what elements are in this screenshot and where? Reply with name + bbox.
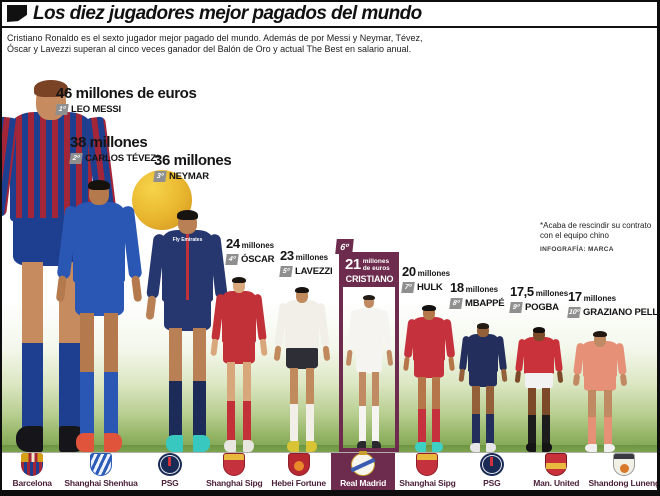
- barcelona-logo: [21, 453, 44, 476]
- team-cell-shandong-luneng: Shandong Luneng: [588, 453, 660, 490]
- frame-edge: [0, 490, 660, 496]
- salary-label-carlos-tevez: 38 millones 2º CARLOS TÉVEZ*: [69, 134, 160, 164]
- rank-badge: 4º: [225, 254, 239, 265]
- cristiano-salary-header: 21 millones de euros CRISTIANO: [342, 255, 396, 288]
- player-figure-carlos-tevez: [50, 179, 148, 452]
- salary-label-lavezzi: 23 millones 5º LAVEZZI: [279, 248, 333, 277]
- section-flag-icon: [7, 5, 27, 22]
- player-figure-oscar: [207, 276, 271, 452]
- salary-label-mbappe: 18 millones 8º MBAPPÉ: [449, 280, 505, 309]
- salary-label-pogba: 17,5 millones 9º POGBA: [509, 284, 569, 313]
- rank-badge: 10º: [567, 307, 581, 318]
- team-cell-psg: PSG: [138, 453, 202, 490]
- shanghai-shenhua-logo: [90, 453, 113, 476]
- rank-badge: 8º: [449, 298, 463, 309]
- hebei-fortune-logo: [287, 453, 310, 476]
- salary-label-neymar: 36 millones 3º NEYMAR: [153, 152, 232, 182]
- salary-label-hulk: 20 millones 7º HULK: [401, 264, 451, 293]
- rank-badge-cristiano: 6º: [335, 239, 354, 254]
- player-figure-neymar: Fly Emirates: [140, 209, 235, 452]
- team-cell-shanghai-sipg-2: Shanghai Sipg: [395, 453, 459, 490]
- rank-badge: 5º: [279, 266, 293, 277]
- page-title: Los diez jugadores mejor pagados del mun…: [33, 3, 422, 24]
- rank-badge: 9º: [509, 302, 523, 313]
- team-cell-shanghai-sipg: Shanghai Sipg: [202, 453, 266, 490]
- real-madrid-logo: [351, 451, 376, 476]
- infographic-credit: INFOGRAFÍA: MARCA: [540, 246, 614, 253]
- frame-edge: [0, 0, 660, 2]
- player-figure-cristiano: [343, 294, 395, 452]
- shandong-luneng-logo: [613, 453, 636, 476]
- title-divider: [0, 26, 660, 28]
- neymar-shirt-sponsor: Fly Emirates: [172, 237, 203, 244]
- rank-badge: 1º: [55, 104, 69, 115]
- frame-edge: [657, 0, 660, 496]
- team-cell-psg-2: PSG: [460, 453, 524, 490]
- frame-edge: [0, 0, 2, 496]
- player-figure-lavezzi: [270, 286, 334, 452]
- footnote: *Acaba de rescindir su contrato con el e…: [540, 221, 658, 253]
- rank-badge: 7º: [401, 282, 415, 293]
- rank-badge: 3º: [153, 171, 167, 182]
- shanghai-sipg-logo: [223, 453, 246, 476]
- team-cell-real-madrid: Real Madrid: [330, 451, 396, 490]
- rank-badge: 2º: [69, 153, 83, 164]
- team-cell-hebei-fortune: Hebei Fortune: [266, 453, 330, 490]
- salary-label-graziano-pelle: 17 millones 10º GRAZIANO PELLÉ: [567, 289, 660, 318]
- footnote-text: *Acaba de rescindir su contrato con el e…: [540, 221, 652, 240]
- psg-logo: [479, 453, 504, 476]
- team-logo-strip: Barcelona Shanghai Shenhua PSG Shanghai …: [0, 451, 660, 490]
- team-cell-shanghai-shenhua: Shanghai Shenhua: [64, 453, 138, 490]
- intro-text: Cristiano Ronaldo es el sexto jugador me…: [7, 33, 423, 54]
- player-figure-pogba: [511, 326, 567, 452]
- salary-label-leo-messi: 46 millones de euros 1º LEO MESSI: [55, 85, 197, 115]
- team-cell-barcelona: Barcelona: [0, 453, 64, 490]
- salary-label-oscar: 24 millones 4º ÓSCAR: [225, 236, 275, 265]
- shanghai-sipg-logo: [416, 453, 439, 476]
- player-figure-mbappe: [455, 322, 511, 452]
- cristiano-highlight-box: 6º 21 millones de euros CRISTIANO: [335, 239, 399, 452]
- team-cell-man-united: Man. United: [524, 453, 588, 490]
- player-figure-graziano-pelle: [568, 330, 632, 452]
- player-figure-hulk: [399, 304, 459, 452]
- psg-logo: [157, 453, 182, 476]
- man-united-logo: [545, 453, 568, 476]
